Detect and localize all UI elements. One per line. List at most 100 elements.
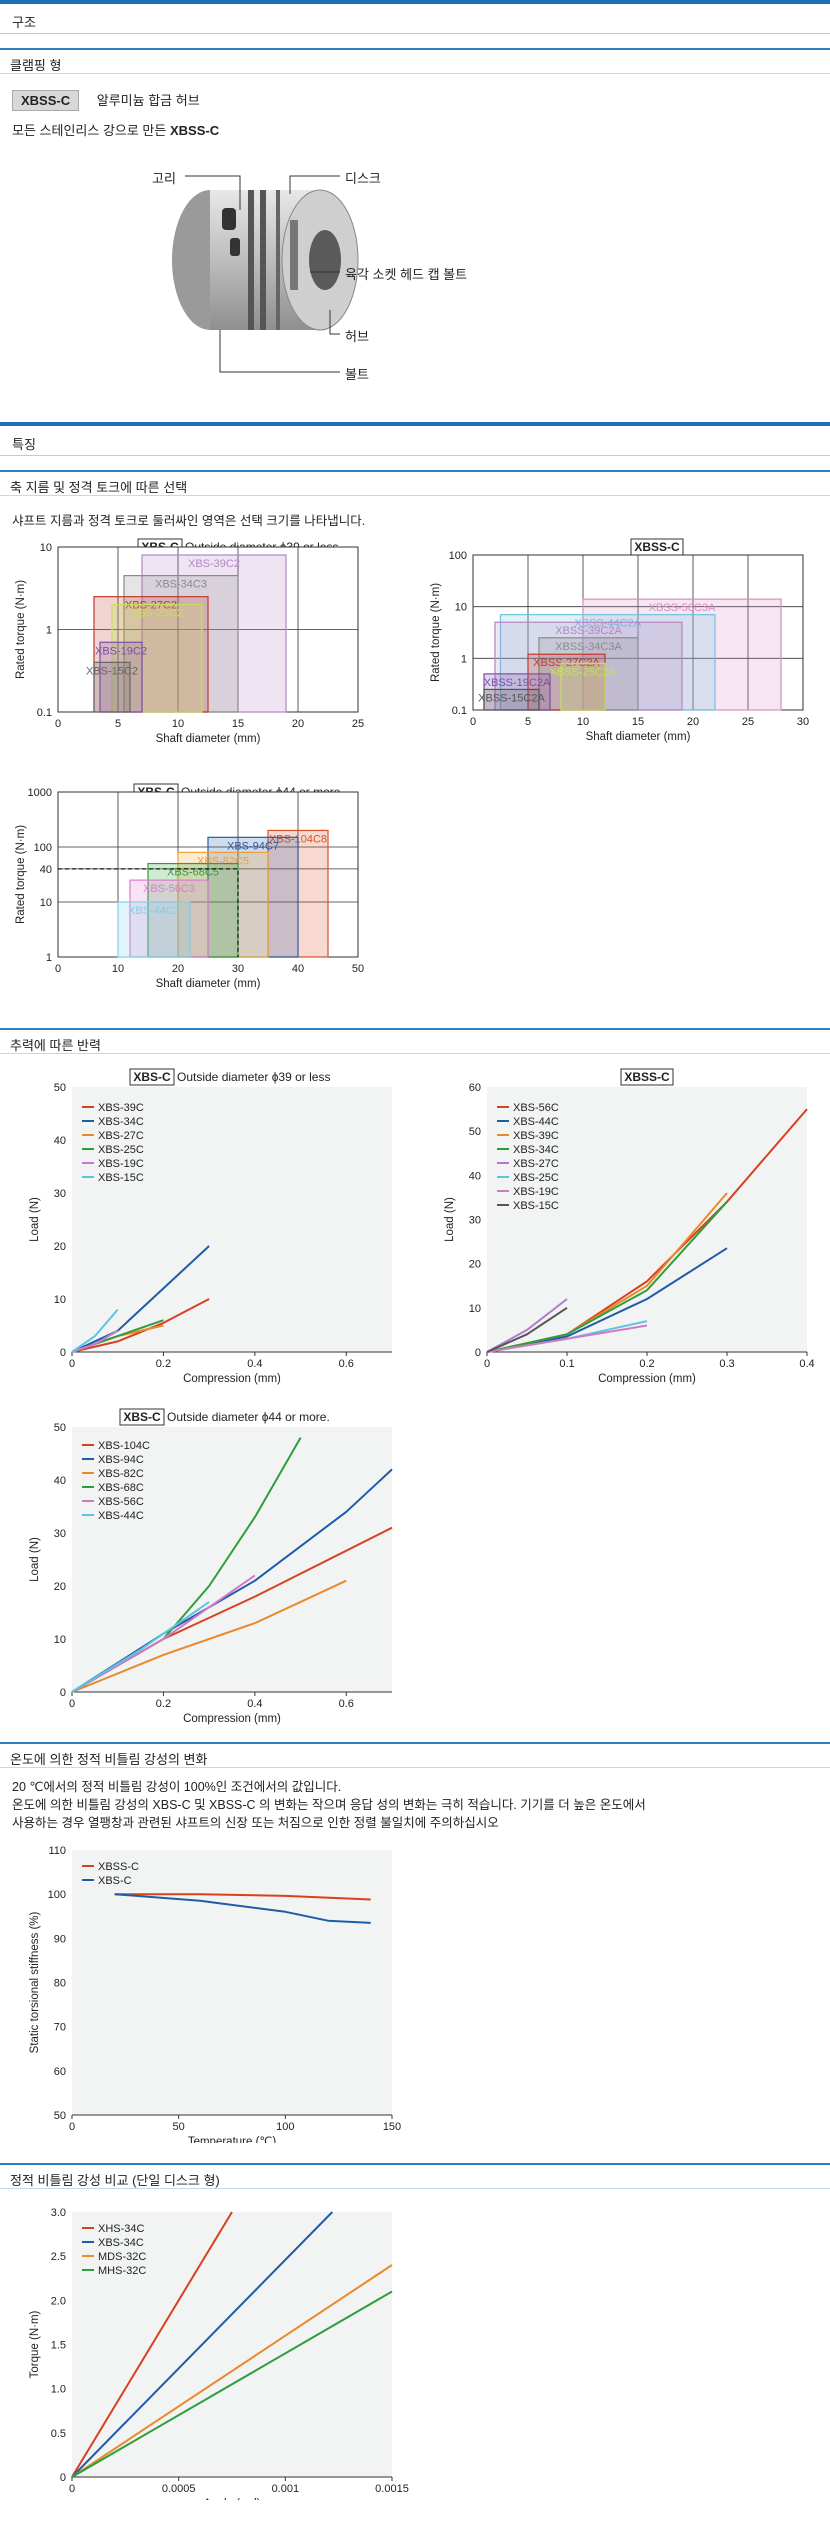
series-line-xbs-19c bbox=[71, 1329, 119, 1353]
coupling-body bbox=[172, 189, 359, 331]
legend-label: XBS-34C bbox=[98, 2237, 144, 2249]
legend-label: XBS-82C bbox=[98, 1468, 144, 1480]
x-tick-label: 0.1 bbox=[559, 1358, 574, 1370]
region-xbss-39c2a bbox=[494, 621, 683, 711]
subsection-temperature: 온도에 의한 정적 비틀림 강성의 변화 bbox=[0, 1742, 830, 1768]
region-xbss-44c2a bbox=[499, 614, 716, 711]
y-tick-label: 3.0 bbox=[51, 2207, 66, 2219]
region-label: XBSS-15C2A bbox=[478, 692, 545, 704]
legend-label: XBS-39C bbox=[98, 1102, 144, 1114]
y-tick-label: 1 bbox=[461, 653, 467, 665]
y-tick-label: 40 bbox=[54, 1475, 66, 1487]
plot-area: 0 0.2 0.4 0.6 0 10 20 30 40 50 XBS-39C XBS-34C XBS-2… bbox=[29, 1082, 392, 1385]
series-line-xbs-c bbox=[114, 1893, 371, 1924]
x-tick-label: 0.4 bbox=[799, 1358, 814, 1370]
x-axis-label: Compression (mm) bbox=[183, 1713, 281, 1725]
plot-background bbox=[72, 2212, 392, 2477]
chart-selection-xbs-39: XBS-C Outside diameter ϕ39 or less 05101… bbox=[15, 538, 364, 745]
product-line-prefix: 모든 스테인리스 강으로 만든 bbox=[12, 123, 167, 138]
y-tick-label: 1 bbox=[46, 952, 52, 964]
section-features: 특징 bbox=[0, 422, 830, 456]
plot-area: 0 10 20 30 40 50110401001000XBS-104C8XBS-94C7… bbox=[15, 787, 364, 990]
y-tick-label: 10 bbox=[40, 897, 52, 909]
chart-title-group: XBS-C Outside diameter ϕ39 or less bbox=[129, 1068, 330, 1086]
temp-note-line: 사용하는 경우 열팽창과 관련된 샤프트의 신장 또는 처짐으로 인한 정렬 불… bbox=[12, 1816, 499, 1830]
series-line-xbs-34c bbox=[71, 1245, 210, 1353]
chart-reaction-xbs-39: XBS-C Outside diameter ϕ39 or less 0 0.2 0… bbox=[29, 1068, 392, 1385]
section-structure: 구조 bbox=[0, 0, 830, 34]
y-tick-label: 2.5 bbox=[51, 2251, 66, 2263]
x-axis-label: Shaft diameter (mm) bbox=[156, 733, 261, 745]
region-xbs-39c2 bbox=[141, 554, 287, 713]
chart-temperature: 0 50 100 1505060708090100110XBSS-CXBS-CTemp… bbox=[29, 1845, 401, 2143]
legend-label: XBS-19C bbox=[98, 1158, 144, 1170]
series-line-xbs-44c bbox=[71, 1601, 210, 1693]
region-label: XBS-56C3 bbox=[143, 883, 195, 895]
product-badge: XBSS-C bbox=[12, 90, 80, 111]
x-tick-label: 0.2 bbox=[156, 1358, 171, 1370]
chart-title-badge: XBSS-C bbox=[624, 1070, 670, 1084]
y-axis-label: Rated torque (N·m) bbox=[430, 583, 442, 682]
legend-label: MDS-32C bbox=[98, 2251, 146, 2263]
x-tick-label: 0 bbox=[69, 1358, 75, 1370]
region-xbs-25c2 bbox=[111, 604, 203, 713]
y-tick-label: 10 bbox=[455, 602, 467, 614]
region-xbs-27c2 bbox=[93, 596, 209, 713]
y-tick-label: 50 bbox=[54, 1082, 66, 1094]
region-xbs-34c3 bbox=[123, 575, 239, 713]
subsection-selection: 축 지름 및 정격 토크에 따른 선택 bbox=[0, 470, 830, 496]
y-tick-label: 0.5 bbox=[51, 2428, 66, 2440]
y-tick-label: 20 bbox=[469, 1259, 481, 1271]
legend-label: XBS-34C bbox=[98, 1116, 144, 1128]
y-axis-label: Load (N) bbox=[444, 1197, 456, 1242]
y-tick-label: 80 bbox=[54, 1978, 66, 1990]
product-line: 모든 스테인리스 강으로 만든 XBSS-C bbox=[12, 120, 219, 139]
legend-label: XBS-56C bbox=[98, 1496, 144, 1508]
subsection-title: 축 지름 및 정격 토크에 따른 선택 bbox=[10, 480, 188, 495]
y-tick-label: 110 bbox=[48, 1845, 66, 1857]
chart-stiffness: 0 0.0005 0.001 0.0015 0 0.5 1.0 1.5 2.0 2.5 3.0 XHS… bbox=[29, 2207, 409, 2500]
y-tick-label: 0 bbox=[475, 1347, 481, 1359]
x-tick-label: 20 bbox=[172, 963, 184, 975]
series-line-xbs-15c bbox=[486, 1306, 568, 1353]
y-tick-label: 50 bbox=[54, 2110, 66, 2122]
y-tick-label: 10 bbox=[469, 1303, 481, 1315]
legend-label: XBS-25C bbox=[513, 1172, 559, 1184]
chart-title-group: XBS-C Outside diameter ϕ44 or more. bbox=[119, 1408, 330, 1426]
y-tick-label: 20 bbox=[54, 1241, 66, 1253]
x-tick-label: 0.3 bbox=[719, 1358, 734, 1370]
x-tick-label: 150 bbox=[383, 2121, 401, 2133]
product-badge-row: XBSS-C 알루미늄 합금 허브 bbox=[12, 90, 200, 111]
region-xbss-15c2a bbox=[483, 688, 540, 711]
x-tick-label: 50 bbox=[173, 2121, 185, 2133]
x-tick-label: 0.2 bbox=[639, 1358, 654, 1370]
section-title: 특징 bbox=[12, 437, 36, 452]
plot-background bbox=[487, 1087, 807, 1352]
y-tick-label: 40 bbox=[40, 864, 52, 876]
x-tick-label: 0.2 bbox=[156, 1698, 171, 1710]
subsection-clamping: 클램핑 형 bbox=[0, 48, 830, 74]
x-tick-label: 40 bbox=[292, 963, 304, 975]
x-tick-label: 0.001 bbox=[272, 2483, 300, 2495]
region-label: XBS-94C7 bbox=[227, 840, 279, 852]
y-tick-label: 100 bbox=[48, 1889, 66, 1901]
y-tick-label: 0.1 bbox=[452, 705, 467, 717]
x-tick-label: 30 bbox=[232, 963, 244, 975]
x-tick-label: 0.6 bbox=[339, 1698, 354, 1710]
legend-label: XBS-19C bbox=[513, 1186, 559, 1198]
x-tick-label: 10 bbox=[172, 718, 184, 730]
chart-title-group: XBSS-C bbox=[620, 1068, 674, 1086]
x-tick-label: 50 bbox=[352, 963, 364, 975]
subsection-stiffness: 정적 비틀림 강성 비교 (단일 디스크 형) bbox=[0, 2163, 830, 2189]
x-tick-label: 10 bbox=[112, 963, 124, 975]
subsection-reaction: 추력에 따른 반력 bbox=[0, 1028, 830, 1054]
legend-label: XBS-94C bbox=[98, 1454, 144, 1466]
series-line-xbs-27c bbox=[486, 1298, 568, 1353]
product-line-model: XBSS-C bbox=[169, 123, 220, 138]
y-axis-label: Load (N) bbox=[29, 1197, 41, 1242]
y-axis-label: Load (N) bbox=[29, 1537, 41, 1582]
x-tick-label: 5 bbox=[525, 716, 531, 728]
y-axis-label: Torque (N·m) bbox=[29, 2310, 41, 2378]
plot-area: 0 50 100 1505060708090100110XBSS-CXBS-CTemp… bbox=[29, 1845, 401, 2143]
region-xbs-56c3 bbox=[129, 879, 209, 958]
